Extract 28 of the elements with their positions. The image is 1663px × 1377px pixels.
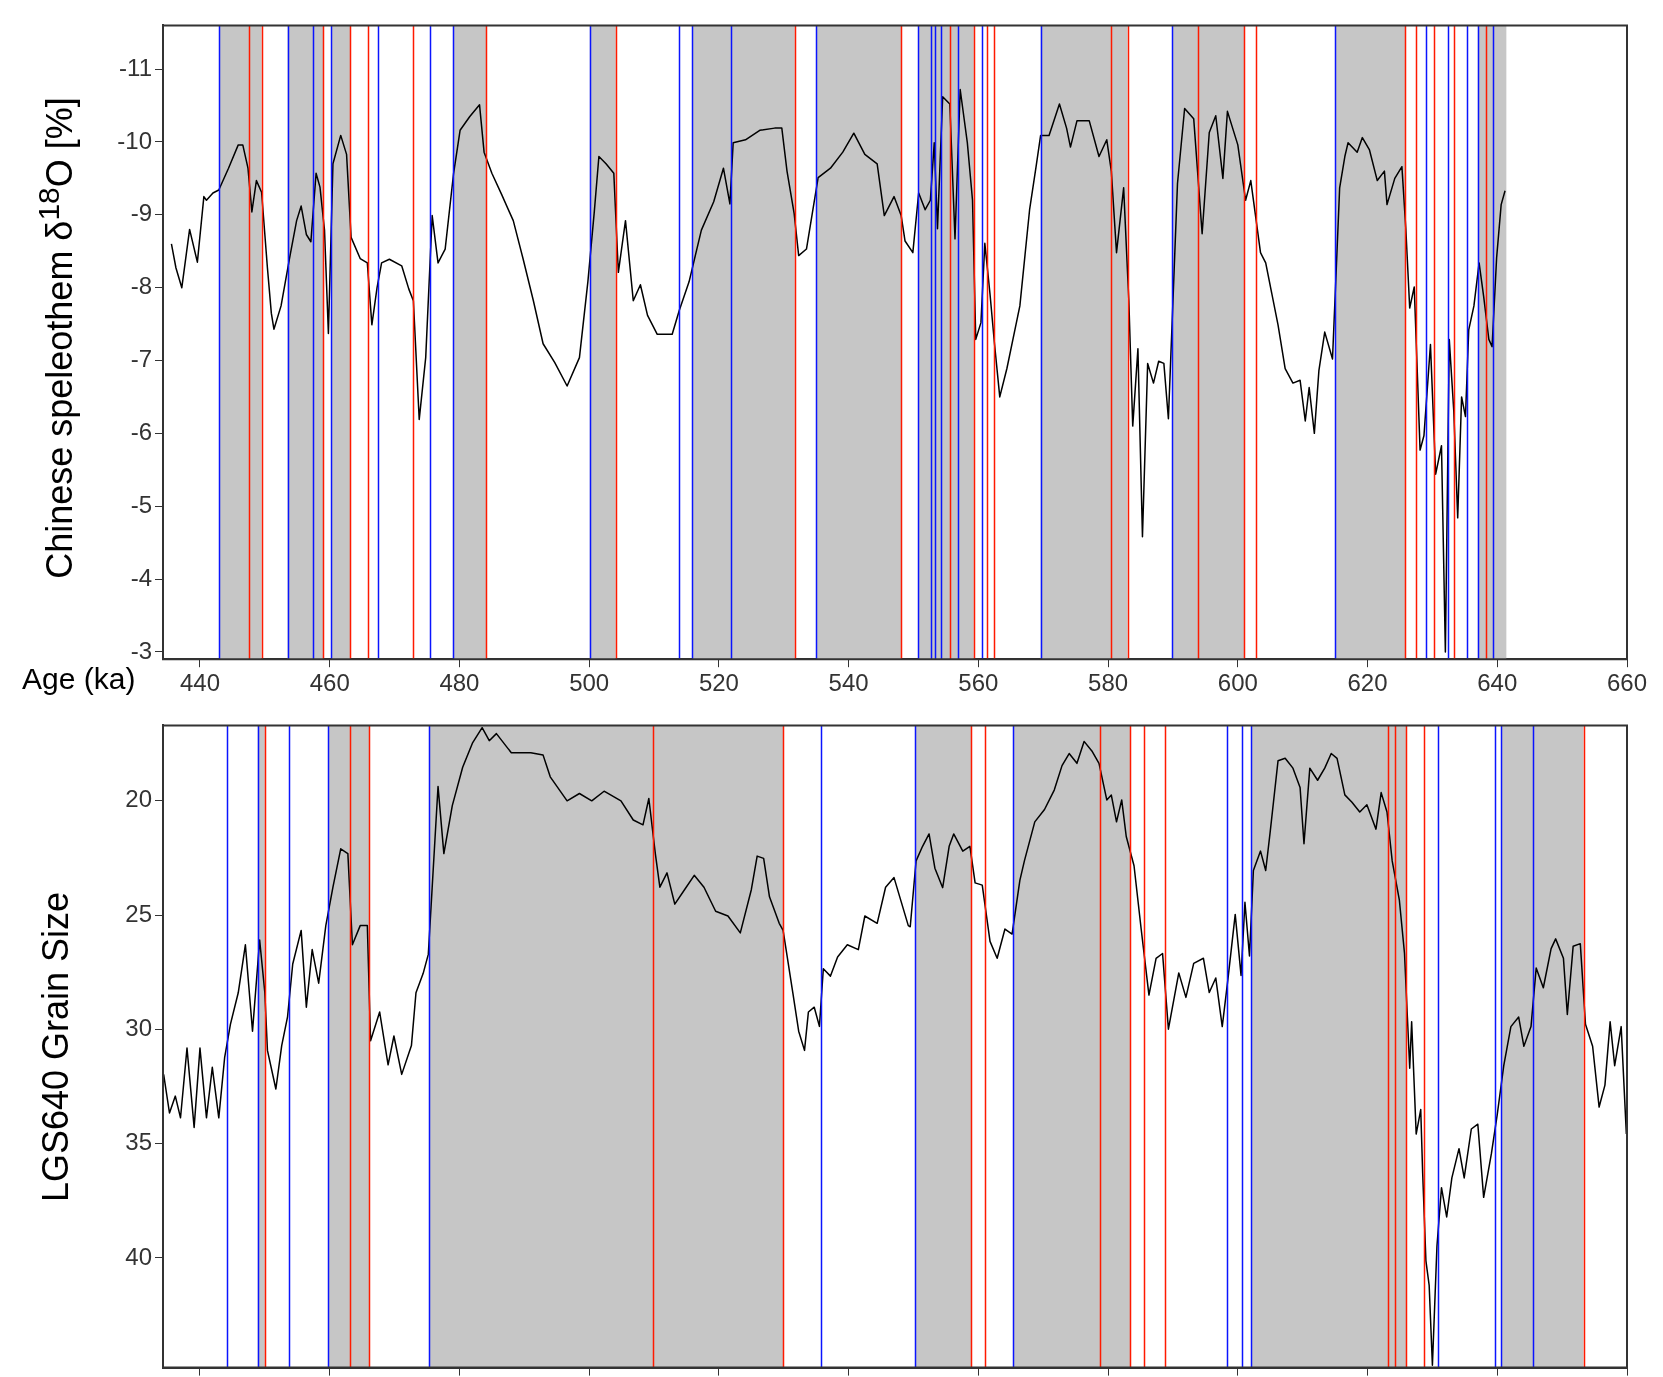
- y-tick-label: -7: [130, 345, 152, 373]
- x-tick-label: 440: [179, 669, 220, 697]
- x-tick-label: 600: [1217, 669, 1258, 697]
- y-tick-label: -6: [130, 417, 152, 445]
- y-tick-label: -8: [130, 272, 152, 300]
- y-tick-label: -10: [117, 126, 152, 154]
- x-tick-label: 560: [958, 669, 999, 697]
- x-axis-title: Age (ka): [22, 662, 136, 696]
- x-tick-label: 520: [698, 669, 739, 697]
- y-tick-label: -5: [130, 490, 152, 518]
- y-tick-label: 40: [125, 1242, 152, 1270]
- x-tick-label: 660: [1606, 669, 1648, 697]
- x-tick-label: 640: [1477, 669, 1518, 697]
- y-tick-label: -4: [130, 563, 152, 591]
- y-tick-label: 20: [125, 785, 152, 813]
- y-tick-label: -11: [119, 53, 152, 81]
- y-tick-label: -9: [130, 199, 152, 227]
- y-tick-label: 35: [125, 1128, 152, 1156]
- x-tick-label: 580: [1088, 669, 1129, 697]
- x-tick-label: 620: [1347, 669, 1388, 697]
- x-tick-label: 480: [439, 669, 480, 697]
- y-tick-label: 25: [125, 899, 152, 927]
- x-tick-label: 460: [309, 669, 350, 697]
- y-axis-title: LGS640 Grain Size: [35, 891, 77, 1202]
- x-tick-label: 540: [828, 669, 869, 697]
- x-tick-label: 500: [569, 669, 610, 697]
- y-tick-label: 30: [125, 1013, 152, 1041]
- y-tick-label: -3: [130, 636, 152, 664]
